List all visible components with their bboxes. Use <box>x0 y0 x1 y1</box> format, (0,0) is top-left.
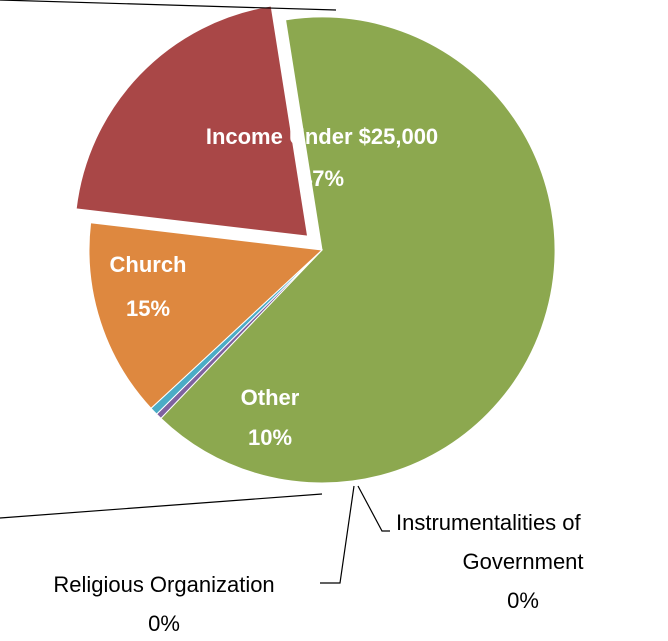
outer-percent-religious-organization: 0% <box>148 611 180 636</box>
slice-percent-other: 10% <box>248 425 292 450</box>
outer-label-religious-organization-line-1: Religious Organization <box>53 572 274 597</box>
slice-percent-church: 15% <box>126 296 170 321</box>
outer-percent-instrumentalities-of-government: 0% <box>507 588 539 613</box>
leader-line-religious-organization <box>320 485 355 584</box>
pie-slice-income-under-25-000 <box>160 16 556 484</box>
slice-percent-income-under-25-000: 47% <box>300 166 344 191</box>
outer-label-instrumentalities-of-government-line-2: Government <box>462 549 583 574</box>
outer-label-instrumentalities-of-government-line-1: Instrumentalities of <box>396 510 582 535</box>
pie-slice-church <box>75 5 309 237</box>
slice-label-church: Church <box>110 252 187 277</box>
leader-line-clipped-2 <box>0 493 323 519</box>
slice-labels: Income Under $25,000 47% Other 10% Church 15%… <box>53 124 583 636</box>
pie-slices <box>75 5 556 484</box>
leader-line-instrumentalities-of-government <box>357 485 390 532</box>
slice-label-other: Other <box>241 385 300 410</box>
leader-line-clipped-1 <box>0 0 337 11</box>
leader-lines <box>0 0 390 584</box>
slice-label-income-under-25-000: Income Under $25,000 <box>206 124 438 149</box>
pie-slice-other <box>88 222 324 410</box>
